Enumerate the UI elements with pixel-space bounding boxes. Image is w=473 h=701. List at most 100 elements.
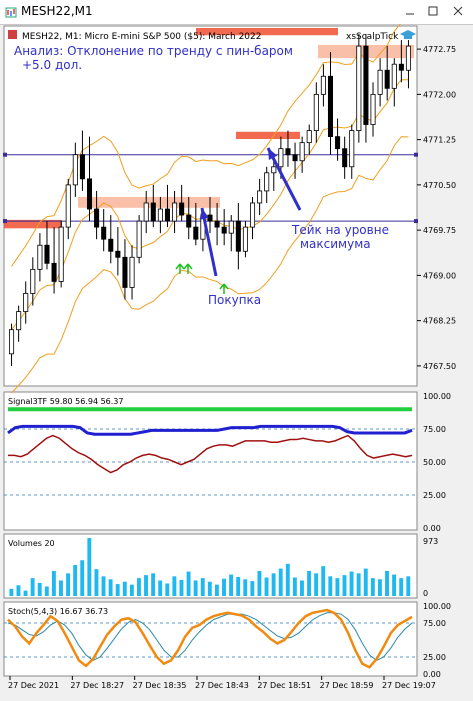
volume-bar [144,575,148,596]
candle-body [172,202,178,222]
volume-bar [342,575,347,596]
buy-label: Покупка [208,293,261,307]
volume-bar [80,560,85,596]
stoch-tick-label: 100.00 [423,602,451,611]
candle-body [292,154,298,162]
buy-arrow-icon [183,263,193,274]
volume-bar [37,582,42,596]
candle-body [115,250,121,258]
volume-bar [243,579,248,596]
candle-body [264,172,270,192]
volume-bar [278,568,283,596]
stoch-signal-line [7,612,413,661]
volume-bar [186,571,191,596]
take-annotation-arrow-head [268,148,278,160]
candle-body [186,214,192,228]
candle-body [214,220,220,228]
price-tick-label: 4770.50 [423,181,456,190]
volume-bar [207,581,212,596]
close-icon[interactable] [450,3,466,19]
volume-bar [30,578,35,596]
buy-annotation-arrow-head [199,208,209,220]
volume-bar [16,585,21,596]
candle-body [37,244,43,270]
maximize-icon[interactable] [425,3,441,19]
analysis-line-1: Анализ: Отклонение по тренду с пин-баром [14,44,293,58]
stoch-tick-label: 25.00 [423,653,446,662]
candle-body [356,45,362,131]
candle-body [9,329,15,355]
candle-body [271,166,277,174]
price-tick-label: 4767.50 [423,362,456,371]
signal-panel[interactable] [3,391,418,531]
time-tick-label: 27 Dec 19:07 [382,681,436,690]
candle-body [23,293,29,312]
candle-body [86,178,93,210]
signal-tick-label: 75.00 [423,425,446,434]
chart-window-icon [5,7,17,18]
candle-body [122,256,128,288]
candle-body [377,69,383,95]
minimize-icon[interactable] [402,3,418,19]
buy-annotation-arrow [200,207,218,277]
volume-bar [257,570,262,596]
signal-label: Signal3TF 59.80 56.94 56.37 [8,397,124,406]
volume-bar [108,579,113,596]
volume-bar [51,570,56,596]
window-title: MESH22,M1 [21,4,93,18]
level-marker [414,152,418,157]
signal-tick-label: 100.00 [423,392,451,401]
volume-bar [101,576,106,596]
buy-arrow-icon [219,283,229,294]
candle-body [72,154,78,186]
price-tick-label: 4768.25 [423,317,456,326]
volume-bar [122,581,127,596]
candle-body [327,75,334,138]
candle-body [58,226,64,282]
stoch-panel[interactable] [3,601,418,677]
volume-bar [385,570,389,596]
time-tick-label: 27 Dec 18:27 [70,681,124,690]
volume-bar [399,578,404,596]
candle-body [164,208,170,222]
volume-bar [44,586,49,596]
signal-tick-label: 0.00 [423,524,441,533]
candle-body [249,202,256,228]
candle-body [51,262,57,282]
candle-body [306,130,312,144]
candle-body [150,202,156,222]
volume-bar [151,573,156,596]
volume-bar [264,577,269,596]
price-tick-label: 4769.00 [423,271,456,280]
price-tick-label: 4772.00 [423,90,456,99]
volume-bar [9,588,14,596]
volume-bar [193,580,198,596]
signal-tick-label: 50.00 [423,458,446,467]
volume-bar [158,580,163,596]
candle-body [370,93,376,125]
volume-bar [214,584,219,596]
window-titlebar: MESH22,M1 [0,0,473,25]
candle-body [285,148,291,156]
volume-bar [23,590,28,596]
trading-chart[interactable]: 4772.75 4772.00 4771.25 4770.50 4769.75 4769.… [0,24,473,701]
candle-body [405,45,411,71]
candle-body [342,148,348,168]
volume-bar [285,563,290,596]
zone-box [236,131,300,140]
zone-box [196,28,338,36]
symbol-icon [8,30,17,39]
volume-bar [356,573,361,596]
volume-bar [300,580,304,596]
volume-bar [307,570,311,596]
volume-bar [250,581,255,596]
zone-box [4,219,62,229]
volume-bar [94,569,99,596]
candle-body [242,226,248,252]
zone-box [78,196,220,208]
volume-tick-label: 0 [423,589,428,598]
candle-body [94,208,100,228]
chart-header-text: MESH22, M1: Micro E-mini S&P 500 ($5): M… [22,32,261,42]
candle-body [108,238,114,252]
envelope-line [11,136,409,394]
